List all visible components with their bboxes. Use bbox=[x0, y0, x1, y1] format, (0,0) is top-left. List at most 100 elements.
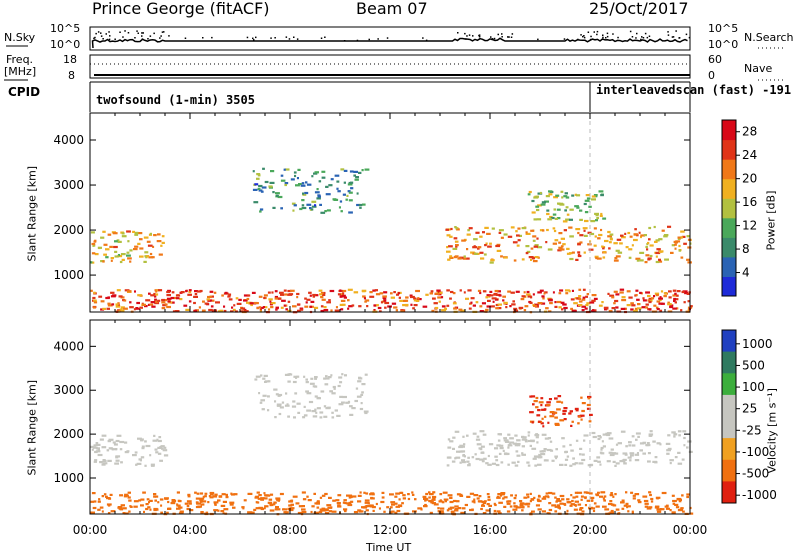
power-panel-cell bbox=[577, 243, 581, 246]
velocity-panel-cell bbox=[503, 505, 507, 508]
power-colorbar-swatch bbox=[722, 237, 736, 258]
velocity-panel-cell bbox=[296, 402, 301, 405]
power-panel-cell bbox=[613, 302, 616, 305]
velocity-panel-cell bbox=[656, 510, 662, 513]
velocity-panel-cell bbox=[671, 511, 676, 514]
nsearch-point bbox=[108, 38, 111, 41]
velocity-panel-cell bbox=[220, 510, 225, 513]
power-panel-cell bbox=[240, 307, 246, 310]
power-panel-cell bbox=[112, 294, 117, 297]
velocity-panel-cell bbox=[316, 500, 320, 503]
velocity-panel-cell bbox=[295, 502, 300, 505]
velocity-panel-cell bbox=[144, 464, 147, 467]
power-panel-cell bbox=[527, 193, 531, 196]
power-panel-cell bbox=[274, 297, 280, 300]
velocity-panel-cell bbox=[367, 505, 371, 508]
velocity-panel-cell bbox=[475, 438, 481, 441]
power-panel-cell bbox=[615, 255, 621, 258]
power-panel-cell bbox=[639, 291, 642, 294]
velocity-panel-cell bbox=[330, 506, 333, 509]
velocity-panel-cell bbox=[359, 491, 362, 494]
velocity-panel-cell bbox=[494, 447, 499, 450]
velocity-panel-cell bbox=[648, 433, 654, 436]
power-panel-cell bbox=[548, 190, 553, 193]
nsearch-point bbox=[320, 37, 323, 39]
velocity-panel-cell bbox=[450, 510, 455, 513]
power-panel-cell bbox=[497, 290, 501, 293]
velocity-panel-cell bbox=[578, 462, 584, 465]
velocity-panel-cell bbox=[289, 507, 295, 510]
power-panel-cell bbox=[539, 191, 542, 195]
velocity-panel-cell bbox=[95, 442, 99, 445]
power-panel-cell bbox=[609, 233, 614, 236]
velocity-panel-cell bbox=[570, 494, 573, 497]
power-panel-cell bbox=[603, 251, 606, 254]
velocity-colorbar-swatch bbox=[722, 416, 736, 439]
power-panel-cell bbox=[656, 248, 661, 251]
power-panel-cell bbox=[198, 306, 201, 309]
velocity-panel-cell bbox=[564, 463, 568, 466]
power-panel-cell bbox=[583, 229, 586, 232]
velocity-panel-cell bbox=[546, 448, 552, 452]
velocity-panel-cell bbox=[301, 505, 305, 508]
power-panel-cell bbox=[591, 198, 596, 201]
power-panel-cell bbox=[502, 299, 505, 302]
velocity-panel-cell bbox=[113, 443, 118, 446]
velocity-panel-cell bbox=[554, 496, 557, 499]
power-panel-cell bbox=[533, 245, 538, 248]
velocity-panel-cell bbox=[199, 500, 203, 503]
velocity-panel-cell bbox=[466, 434, 469, 437]
velocity-panel-cell bbox=[466, 460, 470, 463]
power-panel-cell bbox=[562, 303, 567, 306]
velocity-panel-cell bbox=[652, 440, 656, 443]
power-panel-cell bbox=[450, 227, 453, 231]
power-panel-cell bbox=[667, 225, 672, 228]
power-panel-cell bbox=[470, 251, 475, 254]
velocity-panel-cell bbox=[688, 450, 693, 453]
velocity-panel-cell bbox=[610, 448, 614, 451]
velocity-panel-cell bbox=[521, 445, 525, 448]
power-panel-cell bbox=[581, 305, 586, 308]
power-panel-cell bbox=[107, 233, 112, 236]
power-panel-cell bbox=[311, 175, 314, 178]
power-panel-cell bbox=[574, 193, 577, 196]
velocity-panel-cell bbox=[485, 462, 489, 465]
velocity-panel-cell bbox=[547, 421, 550, 424]
velocity-colorbar-tick-label: 25 bbox=[742, 402, 757, 416]
velocity-panel-cell bbox=[642, 452, 646, 455]
velocity-panel-cell bbox=[149, 454, 152, 457]
power-panel-cell bbox=[512, 300, 515, 303]
velocity-panel-cell bbox=[580, 418, 583, 421]
power-panel-cell bbox=[289, 289, 295, 292]
power-panel-cell bbox=[680, 236, 684, 239]
power-panel-cell bbox=[223, 309, 227, 313]
power-panel-cell bbox=[306, 183, 312, 186]
velocity-panel-cell bbox=[656, 508, 662, 511]
velocity-panel-cell bbox=[116, 434, 122, 437]
power-panel-cell bbox=[325, 193, 331, 196]
power-panel-cell bbox=[320, 309, 325, 313]
velocity-panel-cell bbox=[265, 494, 271, 497]
nsearch-point bbox=[368, 38, 370, 41]
velocity-panel-cell bbox=[620, 430, 626, 433]
power-panel-cell bbox=[117, 309, 122, 312]
station-title: Prince George (fitACF) bbox=[92, 0, 270, 18]
power-panel-cell bbox=[432, 297, 436, 300]
velocity-panel-cell bbox=[319, 496, 323, 499]
power-panel-cell bbox=[349, 170, 354, 173]
power-panel-cell bbox=[658, 302, 664, 305]
power-panel-cell bbox=[384, 306, 387, 309]
power-panel-cell bbox=[658, 260, 663, 263]
velocity-panel-cell bbox=[599, 495, 604, 498]
velocity-panel-cell bbox=[499, 494, 503, 497]
power-panel-cell bbox=[583, 202, 587, 206]
power-panel-cell bbox=[110, 259, 113, 262]
power-panel-cell bbox=[495, 298, 499, 301]
power-panel-cell bbox=[636, 298, 640, 301]
velocity-panel-cell bbox=[566, 498, 570, 501]
power-panel-cell bbox=[161, 299, 165, 302]
velocity-panel-cell bbox=[138, 499, 142, 502]
velocity-panel-cell bbox=[682, 510, 685, 513]
velocity-panel-cell bbox=[390, 501, 396, 504]
power-panel-cell bbox=[472, 252, 476, 255]
